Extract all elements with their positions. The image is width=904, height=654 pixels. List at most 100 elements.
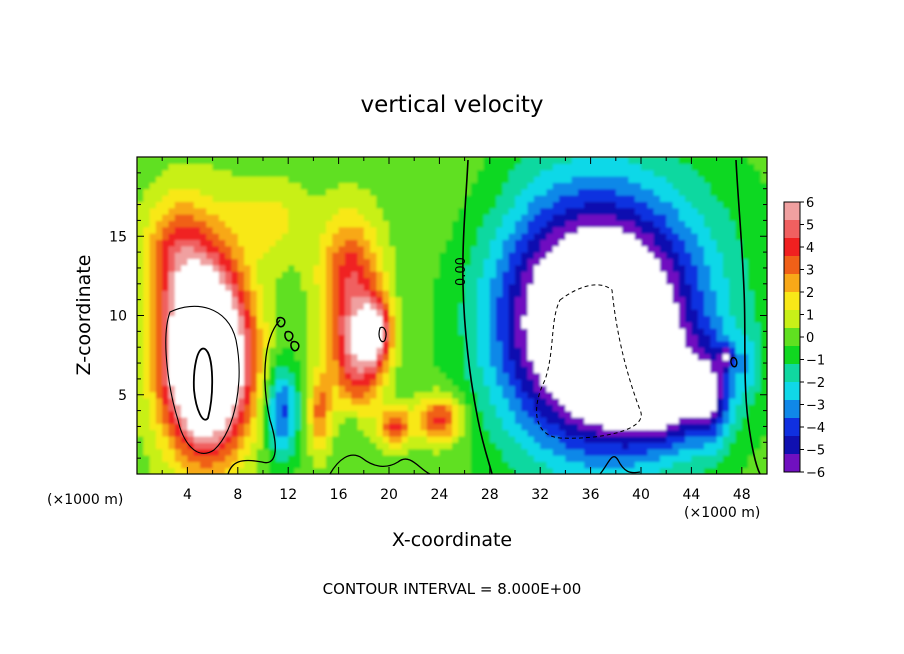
- field-cell: [622, 220, 629, 228]
- field-cell: [445, 264, 453, 272]
- field-cell: [256, 334, 264, 342]
- field-cell: [319, 309, 327, 317]
- field-cell: [678, 252, 686, 260]
- field-cell: [603, 315, 611, 323]
- field-cell: [263, 252, 270, 260]
- field-cell: [231, 233, 239, 241]
- field-cell: [622, 429, 629, 437]
- field-cell: [458, 271, 466, 279]
- field-cell: [281, 404, 289, 412]
- field-cell: [256, 207, 264, 215]
- field-cell: [622, 416, 629, 424]
- field-cell: [722, 334, 730, 342]
- field-cell: [704, 239, 711, 247]
- field-cell: [300, 423, 308, 431]
- field-cell: [281, 271, 289, 279]
- field-cell: [162, 176, 170, 183]
- field-cell: [445, 435, 453, 443]
- field-cell: [187, 347, 195, 355]
- field-cell: [174, 264, 182, 272]
- field-cell: [659, 271, 667, 279]
- field-cell: [389, 340, 396, 348]
- field-cell: [250, 283, 258, 291]
- field-cell: [200, 195, 207, 202]
- field-cell: [748, 315, 755, 323]
- field-cell: [174, 277, 182, 285]
- field-cell: [420, 328, 428, 336]
- field-cell: [622, 157, 629, 164]
- field-cell: [741, 467, 749, 474]
- field-cell: [584, 410, 592, 418]
- field-cell: [206, 201, 214, 209]
- field-cell: [407, 290, 415, 298]
- field-cell: [685, 416, 692, 424]
- field-cell: [615, 296, 623, 304]
- field-cell: [722, 378, 730, 386]
- field-cell: [622, 283, 629, 291]
- field-cell: [603, 169, 611, 177]
- field-cell: [212, 271, 220, 279]
- field-cell: [496, 340, 503, 348]
- field-cell: [149, 195, 157, 202]
- field-cell: [143, 296, 151, 304]
- field-cell: [326, 404, 333, 412]
- field-cell: [452, 188, 459, 196]
- field-cell: [244, 442, 251, 450]
- field-cell: [590, 467, 598, 474]
- field-cell: [206, 252, 214, 260]
- field-cell: [559, 366, 566, 374]
- field-cell: [653, 271, 661, 279]
- field-cell: [300, 461, 308, 469]
- field-cell: [313, 340, 321, 348]
- field-cell: [565, 385, 573, 393]
- field-cell: [659, 252, 667, 260]
- field-cell: [533, 467, 541, 474]
- field-cell: [647, 372, 655, 380]
- field-cell: [647, 214, 655, 221]
- field-cell: [256, 435, 264, 443]
- field-cell: [697, 188, 705, 196]
- field-cell: [187, 309, 195, 317]
- field-cell: [407, 416, 415, 424]
- field-cell: [722, 214, 730, 221]
- field-cell: [344, 315, 352, 323]
- field-cell: [533, 385, 541, 393]
- field-cell: [426, 214, 434, 221]
- field-cell: [225, 309, 233, 317]
- field-cell: [363, 220, 371, 228]
- field-cell: [275, 182, 283, 190]
- field-cell: [319, 416, 327, 424]
- field-cell: [672, 359, 680, 367]
- field-cell: [722, 176, 730, 183]
- field-cell: [477, 321, 485, 329]
- field-cell: [571, 385, 579, 393]
- field-cell: [212, 347, 220, 355]
- field-cell: [760, 309, 767, 317]
- field-cell: [407, 454, 415, 462]
- field-cell: [174, 442, 182, 450]
- field-cell: [729, 309, 737, 317]
- field-cell: [244, 201, 251, 209]
- field-cell: [760, 340, 767, 348]
- field-cell: [263, 359, 270, 367]
- field-cell: [439, 461, 447, 469]
- field-cell: [319, 195, 327, 202]
- field-cell: [741, 448, 749, 456]
- field-cell: [344, 429, 352, 437]
- field-cell: [288, 467, 296, 474]
- field-cell: [540, 271, 548, 279]
- field-cell: [206, 366, 214, 374]
- field-cell: [294, 220, 302, 228]
- field-cell: [672, 385, 680, 393]
- field-cell: [483, 176, 491, 183]
- field-cell: [590, 239, 598, 247]
- field-cell: [559, 296, 566, 304]
- field-cell: [168, 182, 176, 190]
- field-cell: [666, 359, 674, 367]
- field-cell: [326, 423, 333, 431]
- field-cell: [672, 340, 680, 348]
- field-cell: [250, 176, 258, 183]
- field-cell: [628, 353, 636, 361]
- field-cell: [578, 404, 585, 412]
- field-cell: [319, 315, 327, 323]
